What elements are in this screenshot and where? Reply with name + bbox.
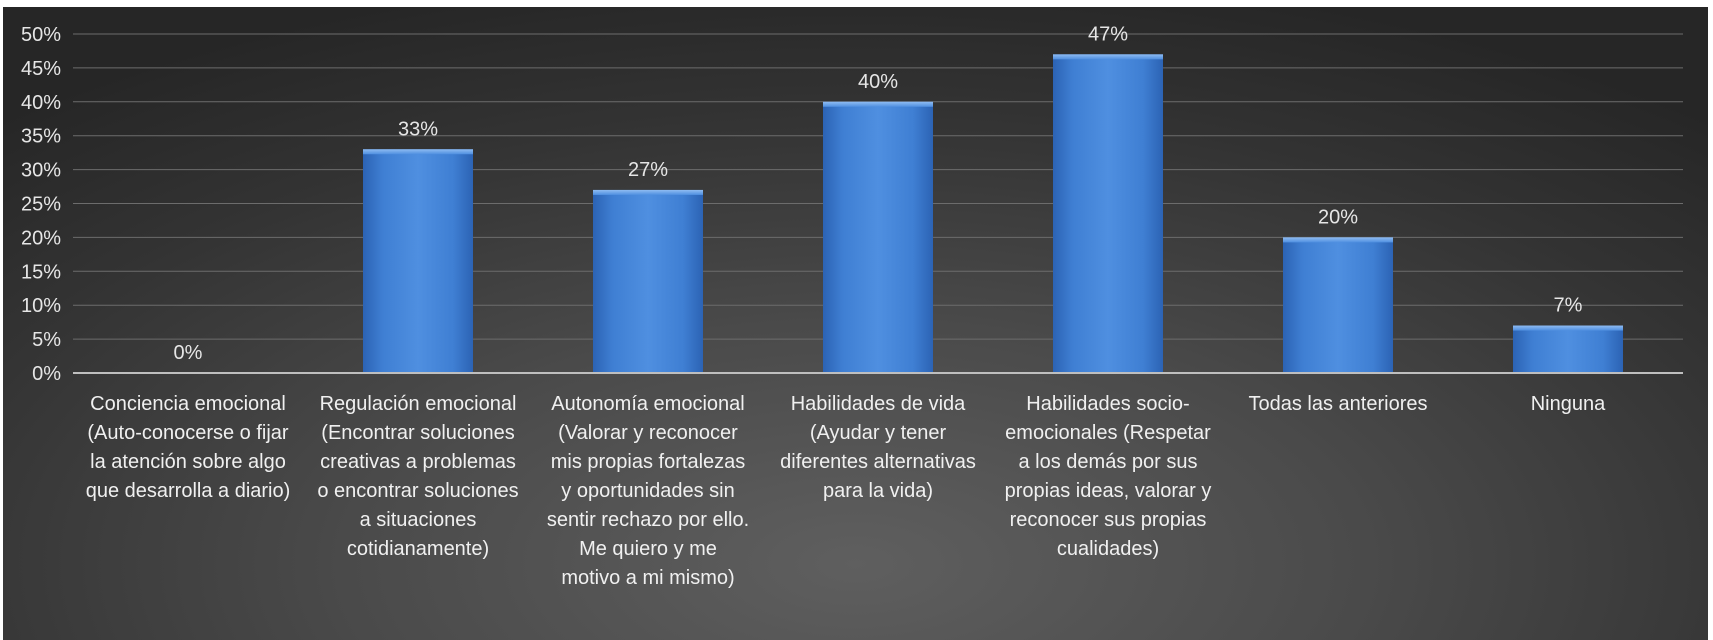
bars [363, 54, 1623, 374]
y-tick-label: 25% [21, 194, 61, 216]
category-label-line: y oportunidades sin [561, 480, 734, 502]
category-label-line: Regulación emocional [320, 393, 517, 415]
category-label-line: Habilidades de vida [791, 393, 966, 415]
category-label: Habilidades de vida (Ayudar y tener difere… [780, 393, 976, 502]
bar [363, 149, 473, 373]
bar-body [363, 149, 473, 373]
bar-body [1283, 237, 1393, 373]
category-label-line: (Encontrar soluciones [321, 422, 514, 444]
bar-top-bevel [1513, 325, 1623, 331]
category-label-line: Todas las anteriores [1249, 393, 1428, 415]
bar [823, 101, 933, 374]
category-label-line: reconocer sus propias [1010, 509, 1207, 531]
category-label: Regulación emocional (Encontrar solucione… [317, 393, 518, 560]
y-tick-label: 10% [21, 295, 61, 317]
bar-body [823, 101, 933, 374]
bar [1513, 325, 1623, 373]
category-label-line: o encontrar soluciones [317, 480, 518, 502]
category-label-line: (Valorar y reconocer [558, 422, 738, 444]
category-label-line: motivo a mi mismo) [561, 567, 734, 589]
category-label-line: cotidianamente) [347, 538, 489, 560]
category-label-line: a los demás por sus [1019, 451, 1198, 473]
data-label: 33% [398, 118, 438, 140]
x-axis-categories: Conciencia emocional (Auto-conocerse o fi… [86, 393, 1606, 589]
category-label-line: (Ayudar y tener [810, 422, 947, 444]
category-label-line: Me quiero y me [579, 538, 717, 560]
bar-body [1513, 325, 1623, 373]
category-label: Autonomía emocional (Valorar y reconocer m… [547, 393, 749, 589]
category-label: Habilidades socio-emocionales (Respetar a… [1005, 393, 1212, 560]
category-label: Conciencia emocional (Auto-conocerse o fi… [86, 393, 291, 502]
y-axis-ticks: 0% 5% 10% 15% 20% 25% 30% 35% 40% 45% 50% [21, 24, 61, 385]
bar-top-bevel [363, 149, 473, 155]
category-label-line: la atención sobre algo [90, 451, 286, 473]
y-tick-label: 40% [21, 92, 61, 114]
category-label-line: Conciencia emocional [90, 393, 286, 415]
category-label-line: a situaciones [360, 509, 477, 531]
category-label-line: creativas a problemas [320, 451, 516, 473]
category-label-line: (Auto-conocerse o fijar [87, 422, 289, 444]
category-label: Ninguna [1531, 393, 1606, 415]
bar [1053, 54, 1163, 374]
bar-top-bevel [1283, 237, 1393, 243]
data-label: 40% [858, 71, 898, 93]
data-label: 0% [174, 342, 203, 364]
data-label: 47% [1088, 23, 1128, 45]
category-label-line: Ninguna [1531, 393, 1606, 415]
data-label: 27% [628, 159, 668, 181]
y-tick-label: 15% [21, 261, 61, 283]
bar-top-bevel [823, 101, 933, 107]
y-tick-label: 5% [32, 329, 61, 351]
y-tick-label: 50% [21, 24, 61, 46]
data-label: 7% [1554, 295, 1583, 317]
bar-top-bevel [593, 189, 703, 195]
y-tick-label: 0% [32, 363, 61, 385]
y-tick-label: 20% [21, 227, 61, 249]
category-label-line: mis propias fortalezas [551, 451, 746, 473]
data-labels: 0% 33% 27% 40% 47% 20% 7% [174, 23, 1583, 364]
category-label-line: para la vida) [823, 480, 933, 502]
bar [1283, 237, 1393, 373]
bar-top-bevel [1053, 54, 1163, 60]
bar [593, 189, 703, 373]
bar-chart: 0% 5% 10% 15% 20% 25% 30% 35% 40% 45% 50% 0% 33% 27%… [21, 23, 1683, 589]
data-label: 20% [1318, 206, 1358, 228]
category-label-line: propias ideas, valorar y [1005, 480, 1212, 502]
category-label-line: Habilidades socio- [1026, 393, 1189, 415]
bar-body [1053, 54, 1163, 374]
category-label-line: cualidades) [1057, 538, 1159, 560]
category-label-line: sentir rechazo por ello. [547, 509, 749, 531]
category-label-line: que desarrolla a diario) [86, 480, 291, 502]
bar-body [593, 189, 703, 373]
y-tick-label: 30% [21, 160, 61, 182]
category-label-line: diferentes alternativas [780, 451, 976, 473]
chart-area: 0% 5% 10% 15% 20% 25% 30% 35% 40% 45% 50% 0% 33% 27%… [3, 7, 1708, 640]
category-label-line: emocionales (Respetar [1005, 422, 1211, 444]
y-tick-label: 45% [21, 58, 61, 80]
y-tick-label: 35% [21, 126, 61, 148]
category-label: Todas las anteriores [1249, 393, 1428, 415]
category-label-line: Autonomía emocional [551, 393, 744, 415]
